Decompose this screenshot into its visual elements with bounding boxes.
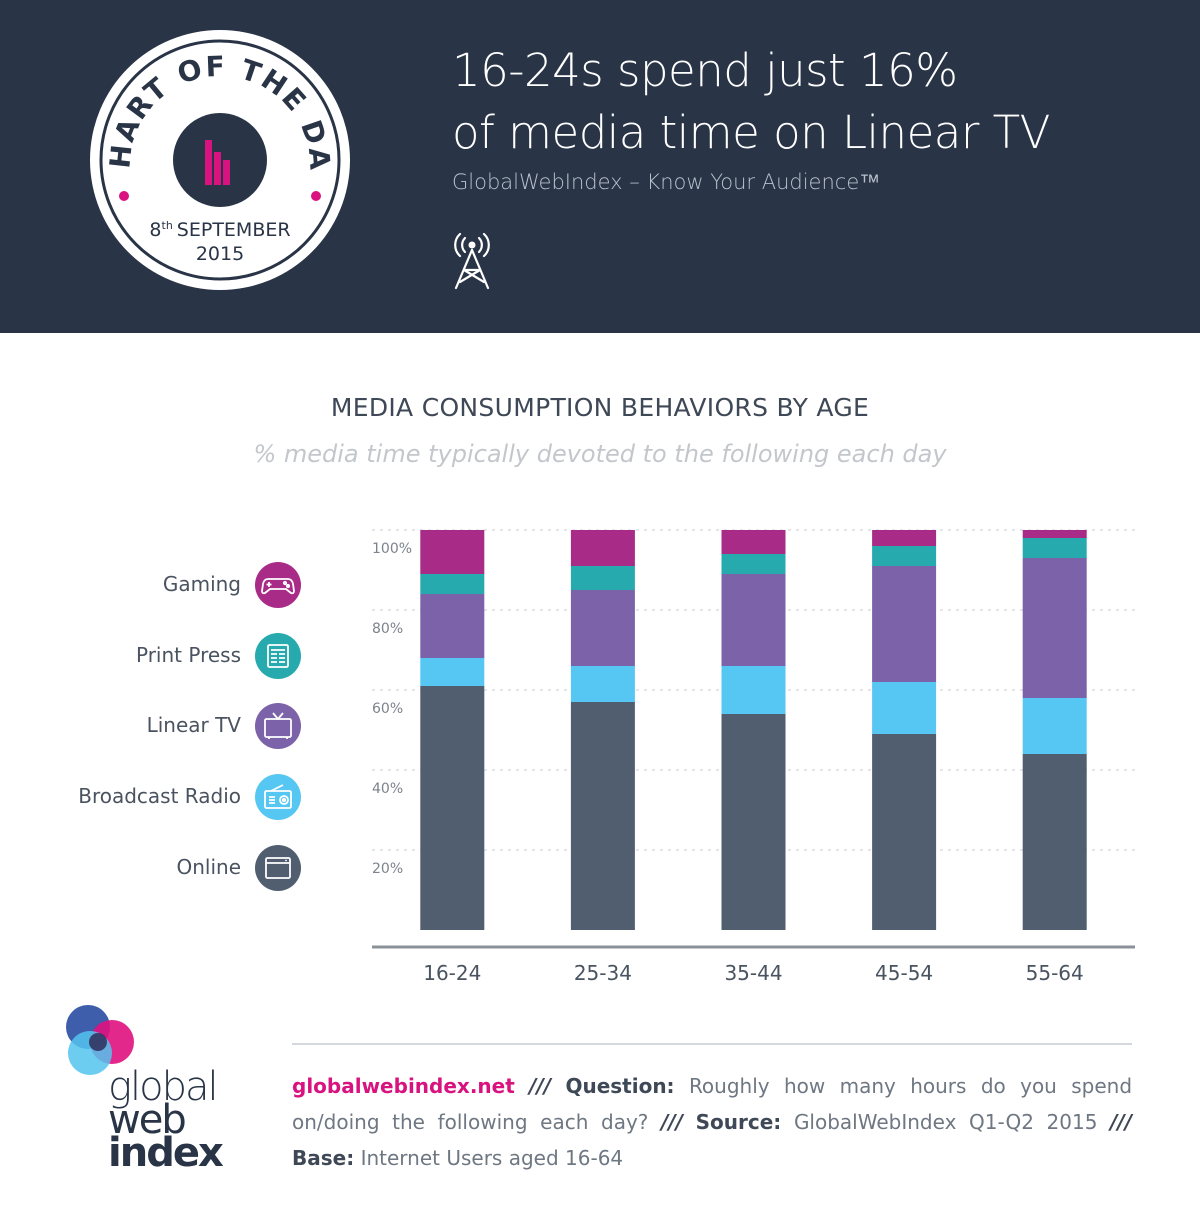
headline-line-2: of media time on Linear TV — [452, 106, 1050, 159]
gwi-logo-word-web: web — [108, 1097, 187, 1143]
chart-bars — [420, 530, 1087, 930]
legend-label-linear-tv: Linear TV — [146, 713, 241, 737]
x-tick-label-35-44: 35-44 — [724, 961, 782, 985]
gwi-logo-word-global: global — [108, 1064, 219, 1110]
x-tick-label-45-54: 45-54 — [875, 961, 933, 985]
y-tick-label-40: 40% — [372, 781, 403, 797]
x-tick-label-55-64: 55-64 — [1026, 961, 1084, 985]
chart-subtitle: % media time typically devoted to the fo… — [253, 440, 947, 468]
y-tick-label-60: 60% — [372, 701, 403, 717]
bar-45-54-broadcast-radio — [872, 682, 937, 734]
bar-chart-icon — [205, 140, 230, 185]
legend-label-print-press: Print Press — [136, 643, 241, 667]
bar-45-54-print-press — [872, 546, 937, 566]
legend-item-broadcast-radio: Broadcast Radio — [40, 774, 305, 822]
bar-25-34-print-press — [570, 566, 635, 590]
x-tick-label-16-24: 16-24 — [423, 961, 481, 985]
badge-date-year: 2015 — [196, 243, 244, 265]
headline: 16-24s spend just 16% of media time on L… — [452, 40, 1172, 164]
bar-25-34-online — [570, 702, 635, 930]
bar-55-64-print-press — [1022, 538, 1087, 558]
footer-separator-3: /// — [1110, 1110, 1133, 1134]
legend-label-broadcast-radio: Broadcast Radio — [78, 784, 241, 808]
bar-35-44-online — [721, 714, 786, 930]
bar-55-64-online — [1022, 754, 1087, 930]
bar-25-34-linear-tv — [570, 590, 635, 666]
x-tick-label-25-34: 25-34 — [574, 961, 632, 985]
legend-label-gaming: Gaming — [162, 572, 241, 596]
radio-icon — [255, 774, 301, 820]
base-label: Base: — [292, 1146, 355, 1170]
legend-item-linear-tv: Linear TV — [40, 703, 305, 751]
bar-55-64-broadcast-radio — [1022, 698, 1087, 754]
legend-item-online: Online — [40, 845, 305, 893]
badge-date-month: SEPTEMBER — [177, 219, 291, 241]
bar-35-44-broadcast-radio — [721, 666, 786, 714]
broadcast-tower-icon — [454, 232, 490, 290]
y-tick-label-100: 100% — [372, 541, 412, 557]
legend-label-online: Online — [176, 855, 241, 879]
legend-item-print-press: Print Press — [40, 633, 305, 681]
badge-date-suffix: th — [162, 219, 173, 232]
footer-separator-2: /// — [661, 1110, 683, 1134]
base-text: Internet Users aged 16-64 — [360, 1146, 624, 1170]
question-text: Roughly how many hours do you spend on/d… — [292, 1074, 1133, 1134]
tagline: GlobalWebIndex – Know Your Audience™ — [452, 170, 881, 194]
legend-item-gaming: Gaming — [40, 562, 305, 610]
bar-45-54-linear-tv — [872, 566, 937, 682]
bar-25-34-gaming — [570, 530, 635, 566]
badge-dot-right — [311, 191, 321, 201]
bar-35-44-print-press — [721, 554, 786, 574]
bar-55-64-linear-tv — [1022, 558, 1087, 698]
gwi-logo-word-index: index — [108, 1130, 224, 1176]
bar-45-54-online — [872, 734, 937, 930]
newspaper-icon — [255, 633, 301, 679]
bar-25-34-broadcast-radio — [570, 666, 635, 702]
bar-16-24-linear-tv — [420, 594, 485, 658]
y-axis-ticks: 20% 40% 60% 80% 100% — [372, 541, 412, 877]
footer-separator-1: /// — [529, 1074, 552, 1098]
source-link[interactable]: globalwebindex.net — [292, 1074, 515, 1098]
bar-35-44-linear-tv — [721, 574, 786, 666]
source-text: GlobalWebIndex Q1-Q2 2015 — [793, 1110, 1098, 1134]
source-label: Source: — [695, 1110, 782, 1134]
question-label: Question: — [565, 1074, 675, 1098]
gamepad-icon — [255, 562, 301, 608]
y-tick-label-20: 20% — [372, 861, 403, 877]
bar-16-24-online — [420, 686, 485, 930]
gwi-logo-mark — [66, 1005, 134, 1075]
bar-55-64-gaming — [1022, 530, 1087, 538]
stacked-bar-chart: 20% 40% 60% 80% 100% 16-24 25-34 35-44 45-54 55-… — [372, 529, 1135, 985]
bar-35-44-gaming — [721, 530, 786, 554]
bar-16-24-gaming — [420, 530, 485, 574]
bar-16-24-print-press — [420, 574, 485, 594]
footer-divider — [292, 1043, 1132, 1045]
tv-icon — [255, 703, 301, 749]
bar-45-54-gaming — [872, 530, 937, 546]
badge-dot-left — [119, 191, 129, 201]
browser-window-icon — [255, 845, 301, 891]
x-axis-ticks: 16-24 25-34 35-44 45-54 55-64 — [372, 945, 1135, 985]
footer-source-note: globalwebindex.net /// Question: Roughly… — [292, 1068, 1132, 1176]
y-tick-label-80: 80% — [372, 621, 403, 637]
chart-title: MEDIA CONSUMPTION BEHAVIORS BY AGE — [330, 393, 870, 422]
headline-line-1: 16-24s spend just 16% — [452, 44, 958, 97]
badge-date-day: 8 — [149, 219, 161, 241]
bar-16-24-broadcast-radio — [420, 658, 485, 686]
